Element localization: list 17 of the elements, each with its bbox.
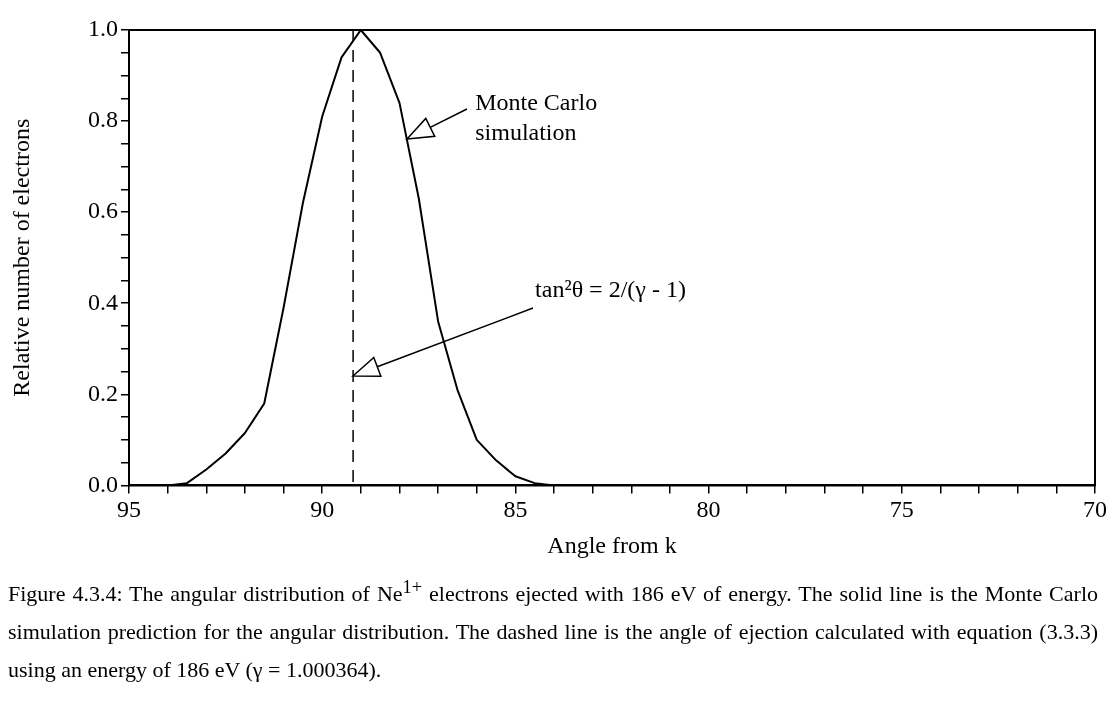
x-tick-label: 70 [1083, 496, 1107, 523]
annotation: Monte Carlo simulation [475, 88, 599, 148]
x-tick-label: 85 [503, 496, 528, 523]
caption: Figure 4.3.4: The angular distribution of Ne$^{1+}$ electrons ejected with 186 eV of energy. The solid line is the Monte Carlo simulation prediction for the angular distribution. The dashed line is the angle of ejection calculated with equation (3.3.3) using an energy of 186 eV (γ = 1.000364). [8, 576, 1098, 685]
y-axis-title: Relative number of electrons [7, 118, 34, 397]
y-tick-label: 0.6 [88, 197, 118, 224]
x-tick-label: 75 [889, 496, 914, 523]
y-tick-label: 0.2 [88, 379, 118, 406]
y-tick-label: 1.0 [88, 15, 118, 42]
y-tick-label: 0.0 [88, 470, 118, 497]
annotation: tan²θ = 2/(γ - 1) [535, 275, 687, 305]
x-axis-title: Angle from k [547, 531, 677, 558]
x-tick-label: 95 [117, 496, 141, 523]
x-tick-label: 80 [696, 496, 721, 523]
x-tick-label: 90 [310, 496, 335, 523]
y-tick-label: 0.4 [88, 288, 118, 315]
y-tick-label: 0.8 [88, 106, 118, 133]
